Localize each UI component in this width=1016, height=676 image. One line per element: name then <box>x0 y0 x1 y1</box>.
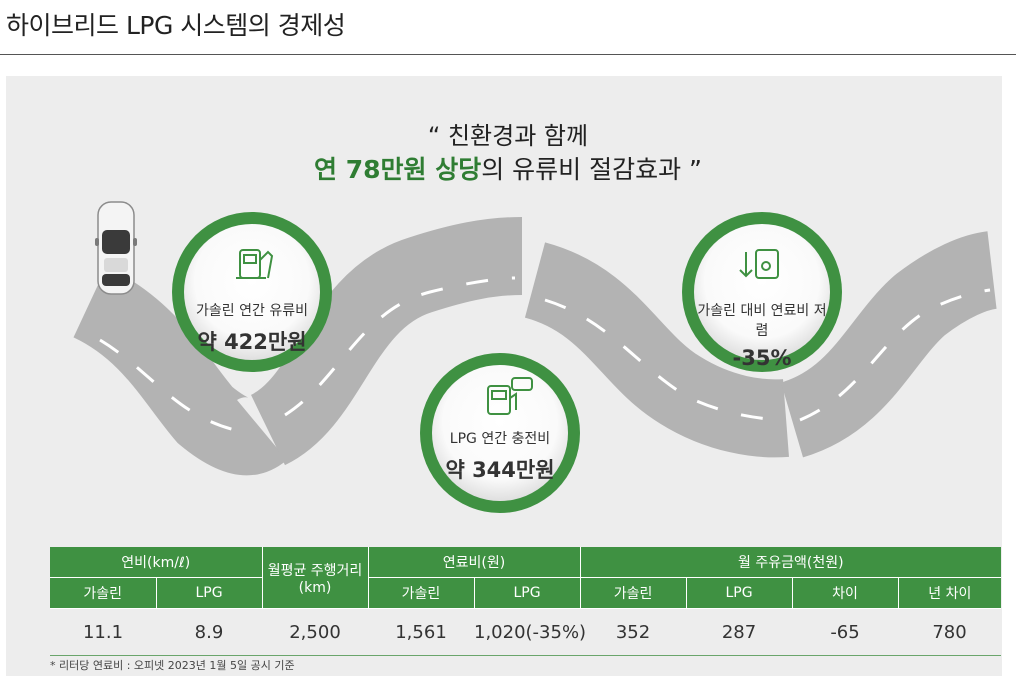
circle-gasoline-annual <box>172 212 332 372</box>
subheader-difference: 차이 <box>792 577 899 609</box>
header-fuel-price: 연료비(원) <box>368 547 581 578</box>
circle-reduction-text: 가솔린 대비 연료비 저렴 -35% <box>692 300 832 370</box>
table-cell: 2,500 <box>262 608 368 656</box>
subheader-annual-difference: 년 차이 <box>898 577 1002 609</box>
fuel-cost-table: 연비(km/ℓ) 월평균 주행거리 (km) 연료비(원) 월 주유금액(천원)… <box>50 547 1002 656</box>
table-cell: 8.9 <box>156 608 262 656</box>
circle-label: 가솔린 연간 유류비 <box>196 303 308 319</box>
circle-cost-reduction <box>682 212 842 372</box>
table-cell: -65 <box>792 608 899 656</box>
gas-pump-icon <box>236 249 274 279</box>
road-segment-4 <box>779 231 999 458</box>
table-cell: 287 <box>686 608 793 656</box>
table-row: 11.1 8.9 2,500 1,561 1,020(-35%) 352 287… <box>50 608 1002 656</box>
header-fuel-efficiency: 연비(km/ℓ) <box>50 547 263 578</box>
table-cell: 1,020(-35%) <box>474 608 586 656</box>
subheader-gasoline: 가솔린 <box>368 577 475 609</box>
footnote: * 리터당 연료비 : 오피넷 2023년 1월 5일 공시 기준 <box>50 659 295 672</box>
circle-label: LPG 연간 충전비 <box>449 431 551 447</box>
circle-value: 약 422만원 <box>197 330 307 354</box>
subheader-gasoline: 가솔린 <box>50 577 157 609</box>
headline-emphasis: 연 78만원 상당 <box>314 155 482 184</box>
circle-gasoline-text: 가솔린 연간 유류비 약 422만원 <box>192 300 312 356</box>
subheader-lpg: LPG <box>474 577 581 609</box>
circle-lpg-text: LPG 연간 충전비 약 344만원 <box>440 428 560 484</box>
cost-down-icon <box>739 249 779 279</box>
car-icon <box>95 201 137 295</box>
table-cell: 1,561 <box>368 608 474 656</box>
subheader-gasoline: 가솔린 <box>580 577 687 609</box>
table-cell: 780 <box>898 608 1002 656</box>
header-monthly-cost: 월 주유금액(천원) <box>580 547 1002 578</box>
table-cell: 11.1 <box>50 608 156 656</box>
headline-line-2: 연 78만원 상당의 유류비 절감효과 ” <box>0 150 1016 186</box>
title-divider <box>0 54 1016 55</box>
headline-rest: 의 유류비 절감효과 ” <box>481 155 702 184</box>
road-segment-3 <box>523 242 789 458</box>
road-segment-2 <box>248 217 523 466</box>
header-monthly-distance: 월평균 주행거리 (km) <box>262 547 369 609</box>
road-segment-1 <box>72 266 287 476</box>
page-title: 하이브리드 LPG 시스템의 경제성 <box>6 11 346 40</box>
circle-label: 가솔린 대비 연료비 저렴 <box>697 303 827 339</box>
subheader-lpg: LPG <box>686 577 793 609</box>
table-cell: 352 <box>580 608 687 656</box>
lpg-pump-icon <box>487 377 533 415</box>
circle-value: 약 344만원 <box>445 458 555 482</box>
subheader-lpg: LPG <box>156 577 263 609</box>
circle-value: -35% <box>732 346 792 370</box>
circle-lpg-annual <box>420 353 580 513</box>
headline-line-1: “ 친환경과 함께 <box>427 122 589 150</box>
